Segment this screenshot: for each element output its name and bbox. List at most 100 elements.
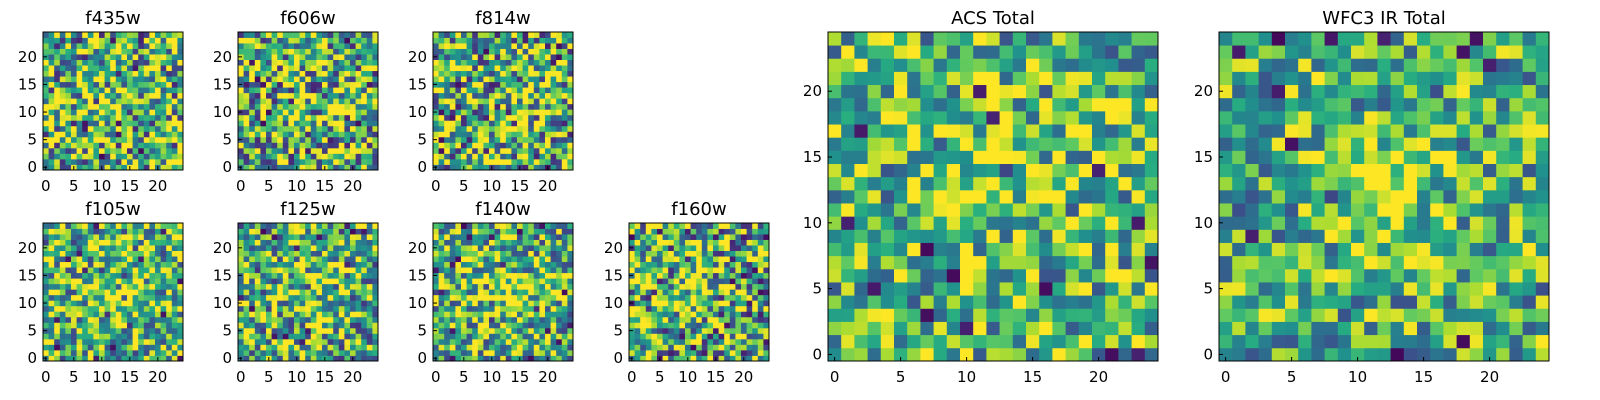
heatmap-cell — [461, 114, 467, 121]
heatmap-cell — [87, 87, 94, 94]
heatmap-cell — [505, 92, 512, 99]
heatmap-cell — [556, 322, 563, 329]
heatmap-cell — [288, 278, 295, 285]
heatmap-cell — [266, 114, 272, 121]
heatmap-cell — [366, 289, 373, 296]
heatmap-cell — [110, 322, 117, 329]
heatmap-cell — [93, 48, 100, 55]
heatmap-cell — [338, 164, 345, 171]
heatmap-cell — [121, 87, 128, 94]
heatmap-cell — [533, 147, 540, 154]
heatmap-cell — [466, 120, 473, 127]
heatmap-cell — [517, 120, 523, 127]
heatmap-cell — [1012, 282, 1027, 296]
heatmap-cell — [166, 245, 173, 251]
heatmap-cell — [143, 283, 150, 290]
heatmap-cell — [155, 70, 161, 77]
heatmap-cell — [110, 338, 117, 345]
heatmap-cell — [93, 245, 100, 251]
heatmap-cell — [294, 289, 300, 296]
heatmap-cell — [828, 216, 842, 230]
heatmap-cell — [305, 344, 312, 351]
heatmap-cell — [155, 228, 161, 235]
heatmap-cell — [679, 349, 686, 356]
heatmap-cell — [561, 355, 568, 362]
heatmap-cell — [466, 278, 473, 285]
heatmap-cell — [143, 305, 150, 312]
heatmap-cell — [657, 333, 663, 340]
heatmap-cell — [640, 344, 647, 351]
heatmap-cell — [973, 255, 987, 270]
heatmap-cell — [121, 59, 128, 66]
heatmap-cell — [155, 87, 161, 94]
heatmap-cell — [640, 300, 647, 307]
heatmap-cell — [907, 163, 921, 178]
heatmap-cell — [115, 158, 122, 165]
heatmap-cell — [282, 48, 289, 55]
heatmap-cell — [87, 81, 94, 88]
heatmap-cell — [93, 164, 100, 171]
heatmap-cell — [121, 278, 128, 285]
heatmap-cell — [438, 256, 445, 263]
heatmap-cell — [282, 136, 289, 143]
heatmap-cell — [327, 267, 334, 274]
heatmap-cell — [511, 349, 518, 356]
heatmap-cell — [494, 76, 501, 83]
heatmap-cell — [1092, 308, 1106, 322]
heatmap-cell — [333, 278, 340, 285]
heatmap-cell — [99, 289, 105, 296]
heatmap-cell — [999, 229, 1014, 243]
heatmap-cell — [550, 349, 557, 356]
heatmap-cell — [266, 245, 272, 251]
heatmap-cell — [171, 239, 178, 246]
heatmap-cell — [946, 203, 961, 217]
heatmap-cell — [438, 278, 445, 285]
heatmap-cell — [634, 289, 641, 296]
heatmap-cell — [455, 43, 462, 49]
heatmap-cell — [517, 250, 523, 257]
heatmap-cell — [1065, 216, 1080, 230]
heatmap-cell — [48, 54, 55, 60]
heatmap-cell — [489, 256, 495, 263]
heatmap-cell — [724, 294, 731, 301]
heatmap-cell — [696, 311, 703, 318]
heatmap-cell — [438, 54, 445, 60]
heatmap-cell — [327, 59, 334, 66]
heatmap-cell — [894, 295, 908, 309]
heatmap-cell — [59, 305, 66, 312]
heatmap-cell — [854, 216, 868, 230]
heatmap-cell — [556, 114, 563, 121]
heatmap-cell — [522, 65, 529, 72]
heatmap-cell — [1118, 189, 1132, 204]
heatmap-cell — [333, 158, 340, 165]
heatmap-cell — [1078, 295, 1093, 309]
heatmap-cell — [545, 70, 551, 77]
heatmap-cell — [1012, 163, 1027, 178]
heatmap-cell — [294, 267, 300, 274]
heatmap-cell — [494, 32, 501, 38]
heatmap-cell — [472, 256, 479, 263]
heatmap-cell — [160, 344, 167, 351]
heatmap-cell — [282, 283, 289, 290]
heatmap-cell — [533, 239, 540, 246]
heatmap-cell — [489, 70, 495, 77]
heatmap-cell — [132, 239, 139, 246]
heatmap-cell — [361, 147, 368, 154]
heatmap-cell — [333, 114, 340, 121]
heatmap-cell — [110, 349, 117, 356]
heatmap-cell — [679, 256, 686, 263]
heatmap-cell — [305, 316, 312, 323]
heatmap-cell — [260, 43, 267, 49]
heatmap-cell — [305, 153, 312, 160]
heatmap-cell — [461, 54, 467, 60]
heatmap-cell — [651, 272, 658, 279]
heatmap-cell — [735, 267, 742, 274]
heatmap-cell — [477, 300, 484, 307]
heatmap-cell — [986, 124, 1000, 138]
heatmap-cell — [757, 294, 764, 301]
heatmap-cell — [556, 305, 563, 312]
heatmap-cell — [539, 92, 546, 99]
heatmap-cell — [946, 229, 961, 243]
heatmap-cell — [645, 234, 652, 240]
heatmap-cell — [489, 59, 495, 66]
